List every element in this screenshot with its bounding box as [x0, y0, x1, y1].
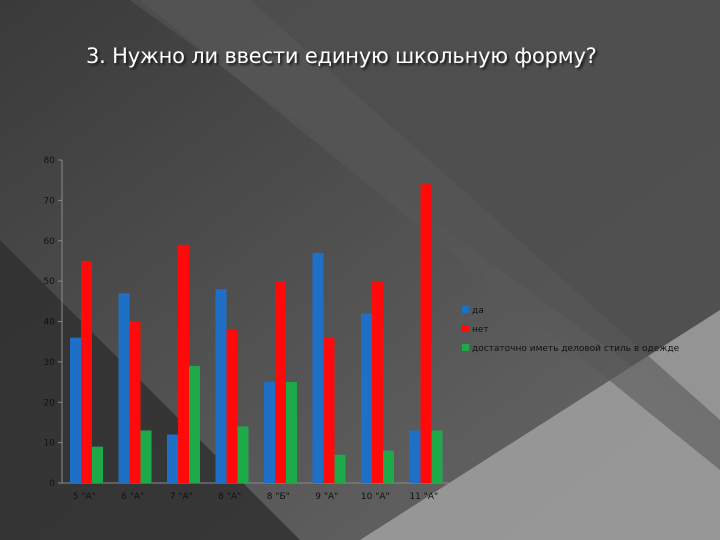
bar — [178, 244, 189, 483]
bar — [383, 450, 394, 483]
bar — [361, 313, 372, 483]
y-tick-label: 20 — [44, 398, 56, 408]
x-tick-label: 5 "А" — [73, 492, 96, 502]
bar-group — [361, 281, 394, 483]
y-tick-label: 60 — [44, 237, 56, 247]
bar — [275, 281, 286, 483]
legend-label: да — [472, 306, 484, 316]
bar-group — [215, 289, 249, 483]
legend-label: достаточно иметь деловой стиль в одежде — [472, 344, 680, 354]
bar-group — [118, 293, 152, 483]
slide-title: 3. Нужно ли ввести единую школьную форму… — [86, 44, 597, 68]
bar — [334, 454, 346, 483]
x-tick-label: 7 "А" — [170, 492, 193, 502]
x-axis: 5 "А" 6 "А" 7 "А" 8 "А" 8 "Б" 9 "А" 10 "А" 11 "… — [62, 482, 450, 502]
x-tick-label: 11 "А" — [409, 492, 438, 502]
bar — [226, 329, 238, 483]
bar — [372, 281, 383, 483]
bar — [420, 184, 432, 483]
bar-groups — [70, 184, 443, 483]
x-tick-label: 6 "А" — [121, 492, 144, 502]
legend-swatch — [462, 344, 469, 351]
y-tick-label: 40 — [44, 318, 56, 328]
bar — [409, 430, 421, 483]
x-tick-label: 10 "А" — [361, 492, 390, 502]
bar-group — [70, 260, 103, 483]
bar — [237, 426, 249, 483]
legend-swatch — [462, 306, 469, 313]
y-tick-label: 10 — [44, 439, 56, 449]
x-tick-label: 9 "А" — [315, 492, 338, 502]
bar — [129, 321, 141, 483]
bar — [140, 430, 152, 483]
bar — [167, 434, 178, 483]
y-tick-label: 0 — [49, 479, 55, 489]
bar — [70, 337, 81, 483]
bar-group — [409, 184, 443, 483]
bar — [92, 446, 103, 483]
bar — [264, 382, 275, 483]
bar-group — [312, 252, 346, 483]
bar — [118, 293, 130, 483]
y-tick-label: 70 — [44, 196, 56, 206]
bar — [215, 289, 227, 483]
bar — [323, 337, 335, 483]
bar-group — [264, 281, 297, 483]
bar — [286, 382, 297, 483]
x-tick-label: 8 "А" — [218, 492, 241, 502]
legend-swatch — [462, 325, 469, 332]
bar — [81, 260, 92, 483]
bar — [431, 430, 443, 483]
bar-group — [167, 244, 200, 483]
legend: да нет достаточно иметь деловой стиль в од… — [462, 306, 680, 354]
y-tick-label: 50 — [44, 277, 56, 287]
x-tick-label: 8 "Б" — [267, 492, 290, 502]
y-tick-label: 80 — [44, 156, 56, 166]
bar — [312, 252, 324, 483]
y-axis: 0 10 20 30 40 50 60 70 80 — [44, 156, 63, 489]
legend-label: нет — [472, 325, 489, 335]
bar — [189, 365, 200, 483]
y-tick-label: 30 — [44, 358, 56, 368]
